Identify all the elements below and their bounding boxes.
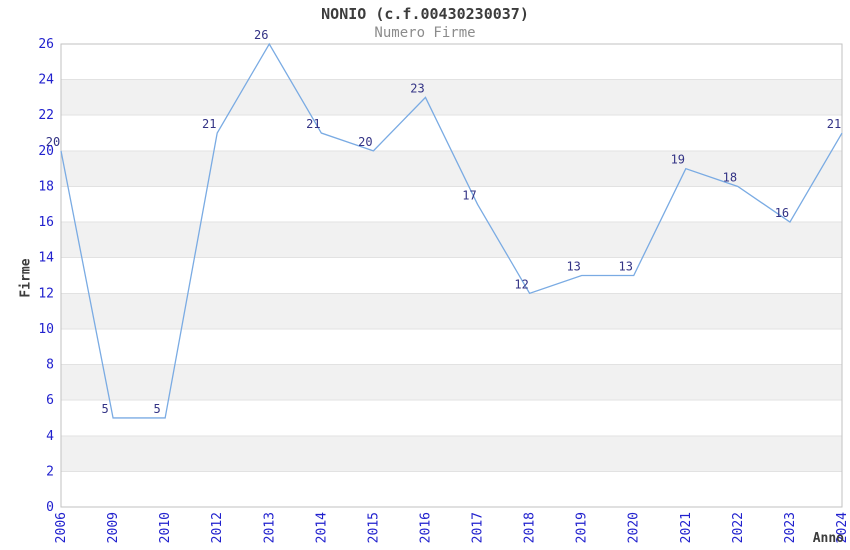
y-tick-label: 4 xyxy=(46,429,54,444)
data-point-label: 18 xyxy=(723,170,737,184)
plot-band xyxy=(61,435,842,472)
x-tick-label: 2010 xyxy=(158,512,173,543)
data-point-label: 20 xyxy=(358,135,372,149)
plot-band xyxy=(61,293,842,329)
data-line xyxy=(60,42,843,419)
y-tick-label: 8 xyxy=(46,358,54,373)
y-tick-label: 20 xyxy=(38,144,54,159)
data-point-label: 17 xyxy=(462,188,476,202)
x-tick-label: 2006 xyxy=(54,512,69,543)
x-tick-label: 2021 xyxy=(679,512,694,543)
plot-band xyxy=(61,364,842,401)
data-point-label: 13 xyxy=(566,260,580,274)
y-tick-label: 2 xyxy=(46,464,54,479)
x-tick-label: 2015 xyxy=(366,512,381,543)
x-tick-label: 2013 xyxy=(262,512,277,543)
chart-subtitle: Numero Firme xyxy=(374,25,476,41)
y-tick-label: 6 xyxy=(46,393,54,408)
x-tick-label: 2012 xyxy=(210,512,225,543)
chart-title: NONIO (c.f.00430230037) xyxy=(321,5,529,23)
x-tick-label: 2014 xyxy=(314,512,329,543)
data-point-label: 12 xyxy=(514,277,528,291)
data-point-label: 5 xyxy=(154,402,161,416)
data-point-label: 26 xyxy=(254,28,268,42)
x-tick-label: 2022 xyxy=(731,512,746,543)
y-tick-label: 16 xyxy=(38,215,54,230)
data-point-label: 21 xyxy=(306,117,320,131)
y-axis-title: Firme xyxy=(18,258,34,298)
data-point-label: 5 xyxy=(101,402,108,416)
y-tick-label: 18 xyxy=(38,179,54,194)
data-point-label: 21 xyxy=(202,117,216,131)
y-tick-label: 14 xyxy=(38,251,54,266)
plot-band xyxy=(61,79,842,116)
y-tick-label: 24 xyxy=(38,73,54,88)
data-point-label: 23 xyxy=(410,81,424,95)
y-tick-label: 22 xyxy=(38,108,54,123)
x-tick-label: 2024 xyxy=(835,512,850,543)
y-tick-label: 10 xyxy=(38,322,54,337)
plot-band xyxy=(61,150,842,187)
plot-band xyxy=(61,222,842,258)
data-point-label: 20 xyxy=(46,135,60,149)
data-point-label: 19 xyxy=(671,153,685,167)
data-point-label: 13 xyxy=(619,260,633,274)
data-point-label: 16 xyxy=(775,206,789,220)
y-tick-label: 12 xyxy=(38,286,54,301)
y-tick-label: 0 xyxy=(46,500,54,515)
x-tick-label: 2020 xyxy=(627,512,642,543)
x-tick-label: 2023 xyxy=(783,512,798,543)
data-point-label: 21 xyxy=(827,117,841,131)
x-axis-title: Anno xyxy=(812,531,844,546)
x-tick-label: 2009 xyxy=(106,512,121,543)
x-tick-label: 2018 xyxy=(523,512,538,543)
x-tick-label: 2017 xyxy=(471,512,486,543)
x-tick-label: 2019 xyxy=(575,512,590,543)
y-tick-label: 26 xyxy=(38,37,54,52)
x-tick-label: 2016 xyxy=(418,512,433,543)
plot-border xyxy=(60,43,843,508)
